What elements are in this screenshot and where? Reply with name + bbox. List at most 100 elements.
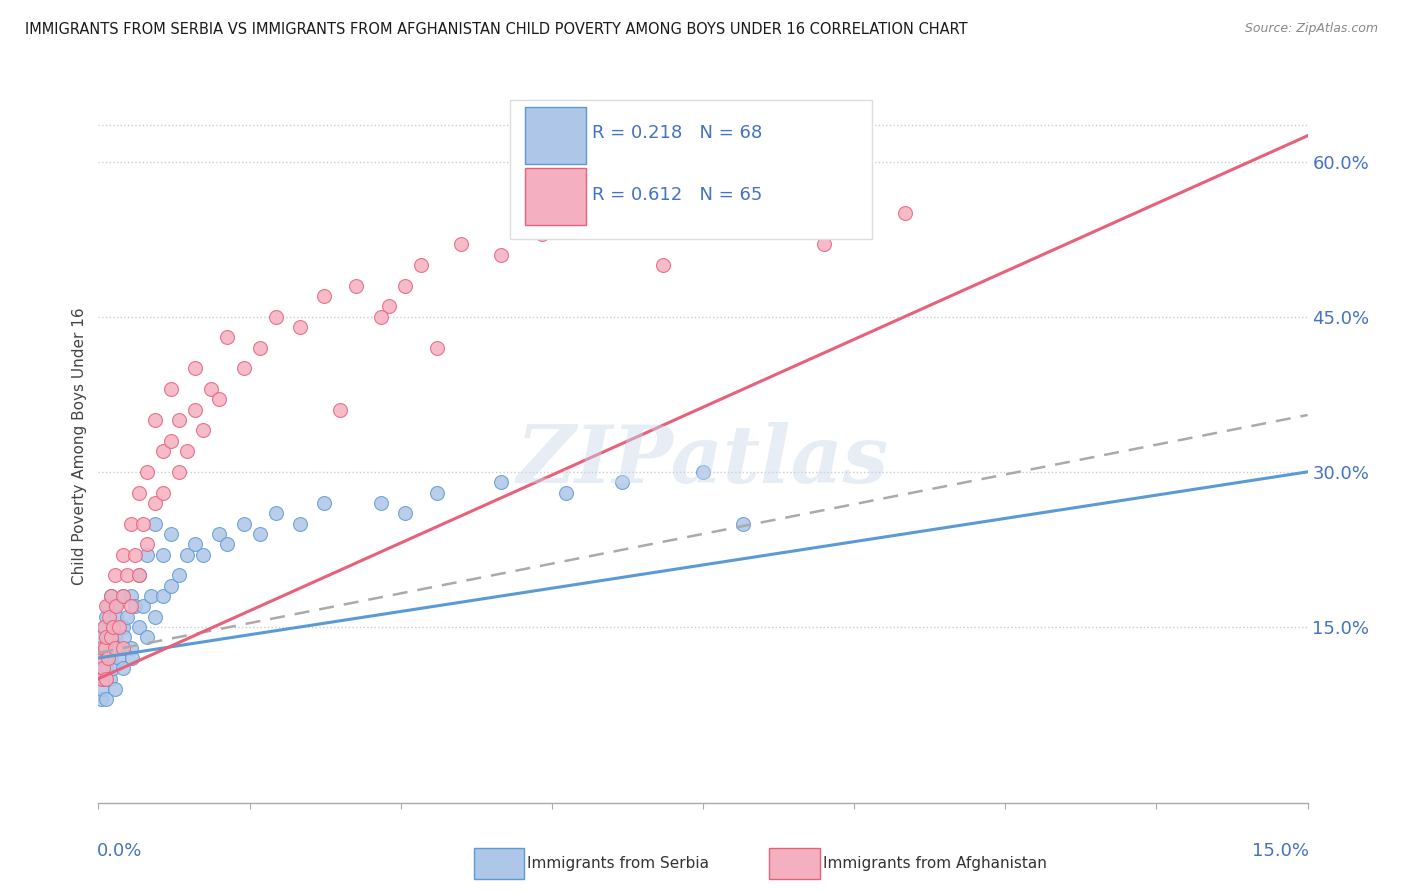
Point xyxy=(121,651,143,665)
Point xyxy=(314,496,336,510)
Point xyxy=(97,651,120,665)
Point xyxy=(101,620,124,634)
Point xyxy=(733,516,755,531)
Point xyxy=(264,506,287,520)
Point xyxy=(90,672,112,686)
Point xyxy=(105,640,128,655)
Point xyxy=(98,672,121,686)
Point xyxy=(91,630,114,644)
Point xyxy=(112,630,135,644)
Point xyxy=(555,485,578,500)
Point xyxy=(491,248,513,262)
Point xyxy=(97,630,120,644)
Point xyxy=(152,548,174,562)
Point xyxy=(160,382,183,396)
Point xyxy=(96,640,118,655)
Point xyxy=(100,630,122,644)
Point xyxy=(612,475,634,490)
Point xyxy=(160,579,183,593)
Point xyxy=(184,361,207,376)
Point xyxy=(193,548,215,562)
Text: 15.0%: 15.0% xyxy=(1251,842,1309,860)
Point xyxy=(329,402,352,417)
Text: 0.0%: 0.0% xyxy=(97,842,142,860)
Text: Immigrants from Afghanistan: Immigrants from Afghanistan xyxy=(823,856,1046,871)
Point xyxy=(90,651,112,665)
Point xyxy=(394,506,416,520)
Point xyxy=(893,206,915,220)
Point xyxy=(139,589,162,603)
Point xyxy=(94,620,117,634)
Point xyxy=(135,630,157,644)
Point xyxy=(97,609,120,624)
Point xyxy=(143,496,166,510)
Point xyxy=(120,516,142,531)
Point xyxy=(128,485,150,500)
Point xyxy=(107,651,129,665)
Point xyxy=(288,516,311,531)
Point xyxy=(91,640,114,655)
Point xyxy=(135,548,157,562)
Point xyxy=(91,661,114,675)
Point xyxy=(111,548,134,562)
Text: ZIPatlas: ZIPatlas xyxy=(517,422,889,499)
Point xyxy=(111,620,134,634)
Point xyxy=(167,465,190,479)
Point xyxy=(176,548,198,562)
Point xyxy=(208,392,231,407)
Point xyxy=(200,382,222,396)
Point xyxy=(132,516,155,531)
Point xyxy=(370,310,392,324)
Point xyxy=(94,672,117,686)
Point xyxy=(128,568,150,582)
Point xyxy=(103,681,125,696)
Point xyxy=(94,672,117,686)
Point xyxy=(813,237,835,252)
Point xyxy=(96,599,118,614)
Y-axis label: Child Poverty Among Boys Under 16: Child Poverty Among Boys Under 16 xyxy=(72,307,87,585)
Point xyxy=(101,620,124,634)
Point xyxy=(232,361,254,376)
Point xyxy=(176,444,198,458)
Point xyxy=(101,661,124,675)
Point xyxy=(128,620,150,634)
Point xyxy=(571,206,593,220)
Point xyxy=(90,672,112,686)
Point xyxy=(96,609,118,624)
Point xyxy=(100,589,122,603)
Point xyxy=(96,661,118,675)
FancyBboxPatch shape xyxy=(526,107,586,164)
Point xyxy=(120,640,142,655)
FancyBboxPatch shape xyxy=(526,168,586,225)
Point xyxy=(90,692,112,706)
Point xyxy=(103,599,125,614)
Point xyxy=(120,589,142,603)
Point xyxy=(249,527,271,541)
Point xyxy=(217,537,239,551)
Point xyxy=(208,527,231,541)
Point xyxy=(120,599,142,614)
Point xyxy=(491,475,513,490)
Point xyxy=(733,196,755,211)
Point xyxy=(160,527,183,541)
Point xyxy=(94,640,117,655)
Point xyxy=(96,692,118,706)
Point xyxy=(100,589,122,603)
Point xyxy=(100,640,122,655)
Point xyxy=(288,320,311,334)
Point xyxy=(135,465,157,479)
Text: R = 0.218   N = 68: R = 0.218 N = 68 xyxy=(592,125,762,143)
Point xyxy=(100,651,122,665)
Point xyxy=(124,599,146,614)
Point xyxy=(370,496,392,510)
Point xyxy=(249,341,271,355)
Point xyxy=(426,485,449,500)
Point xyxy=(103,568,125,582)
Point xyxy=(103,630,125,644)
Point xyxy=(103,640,125,655)
Point xyxy=(97,599,120,614)
Point xyxy=(107,620,129,634)
Point xyxy=(152,444,174,458)
Point xyxy=(97,651,120,665)
Text: Source: ZipAtlas.com: Source: ZipAtlas.com xyxy=(1244,22,1378,36)
